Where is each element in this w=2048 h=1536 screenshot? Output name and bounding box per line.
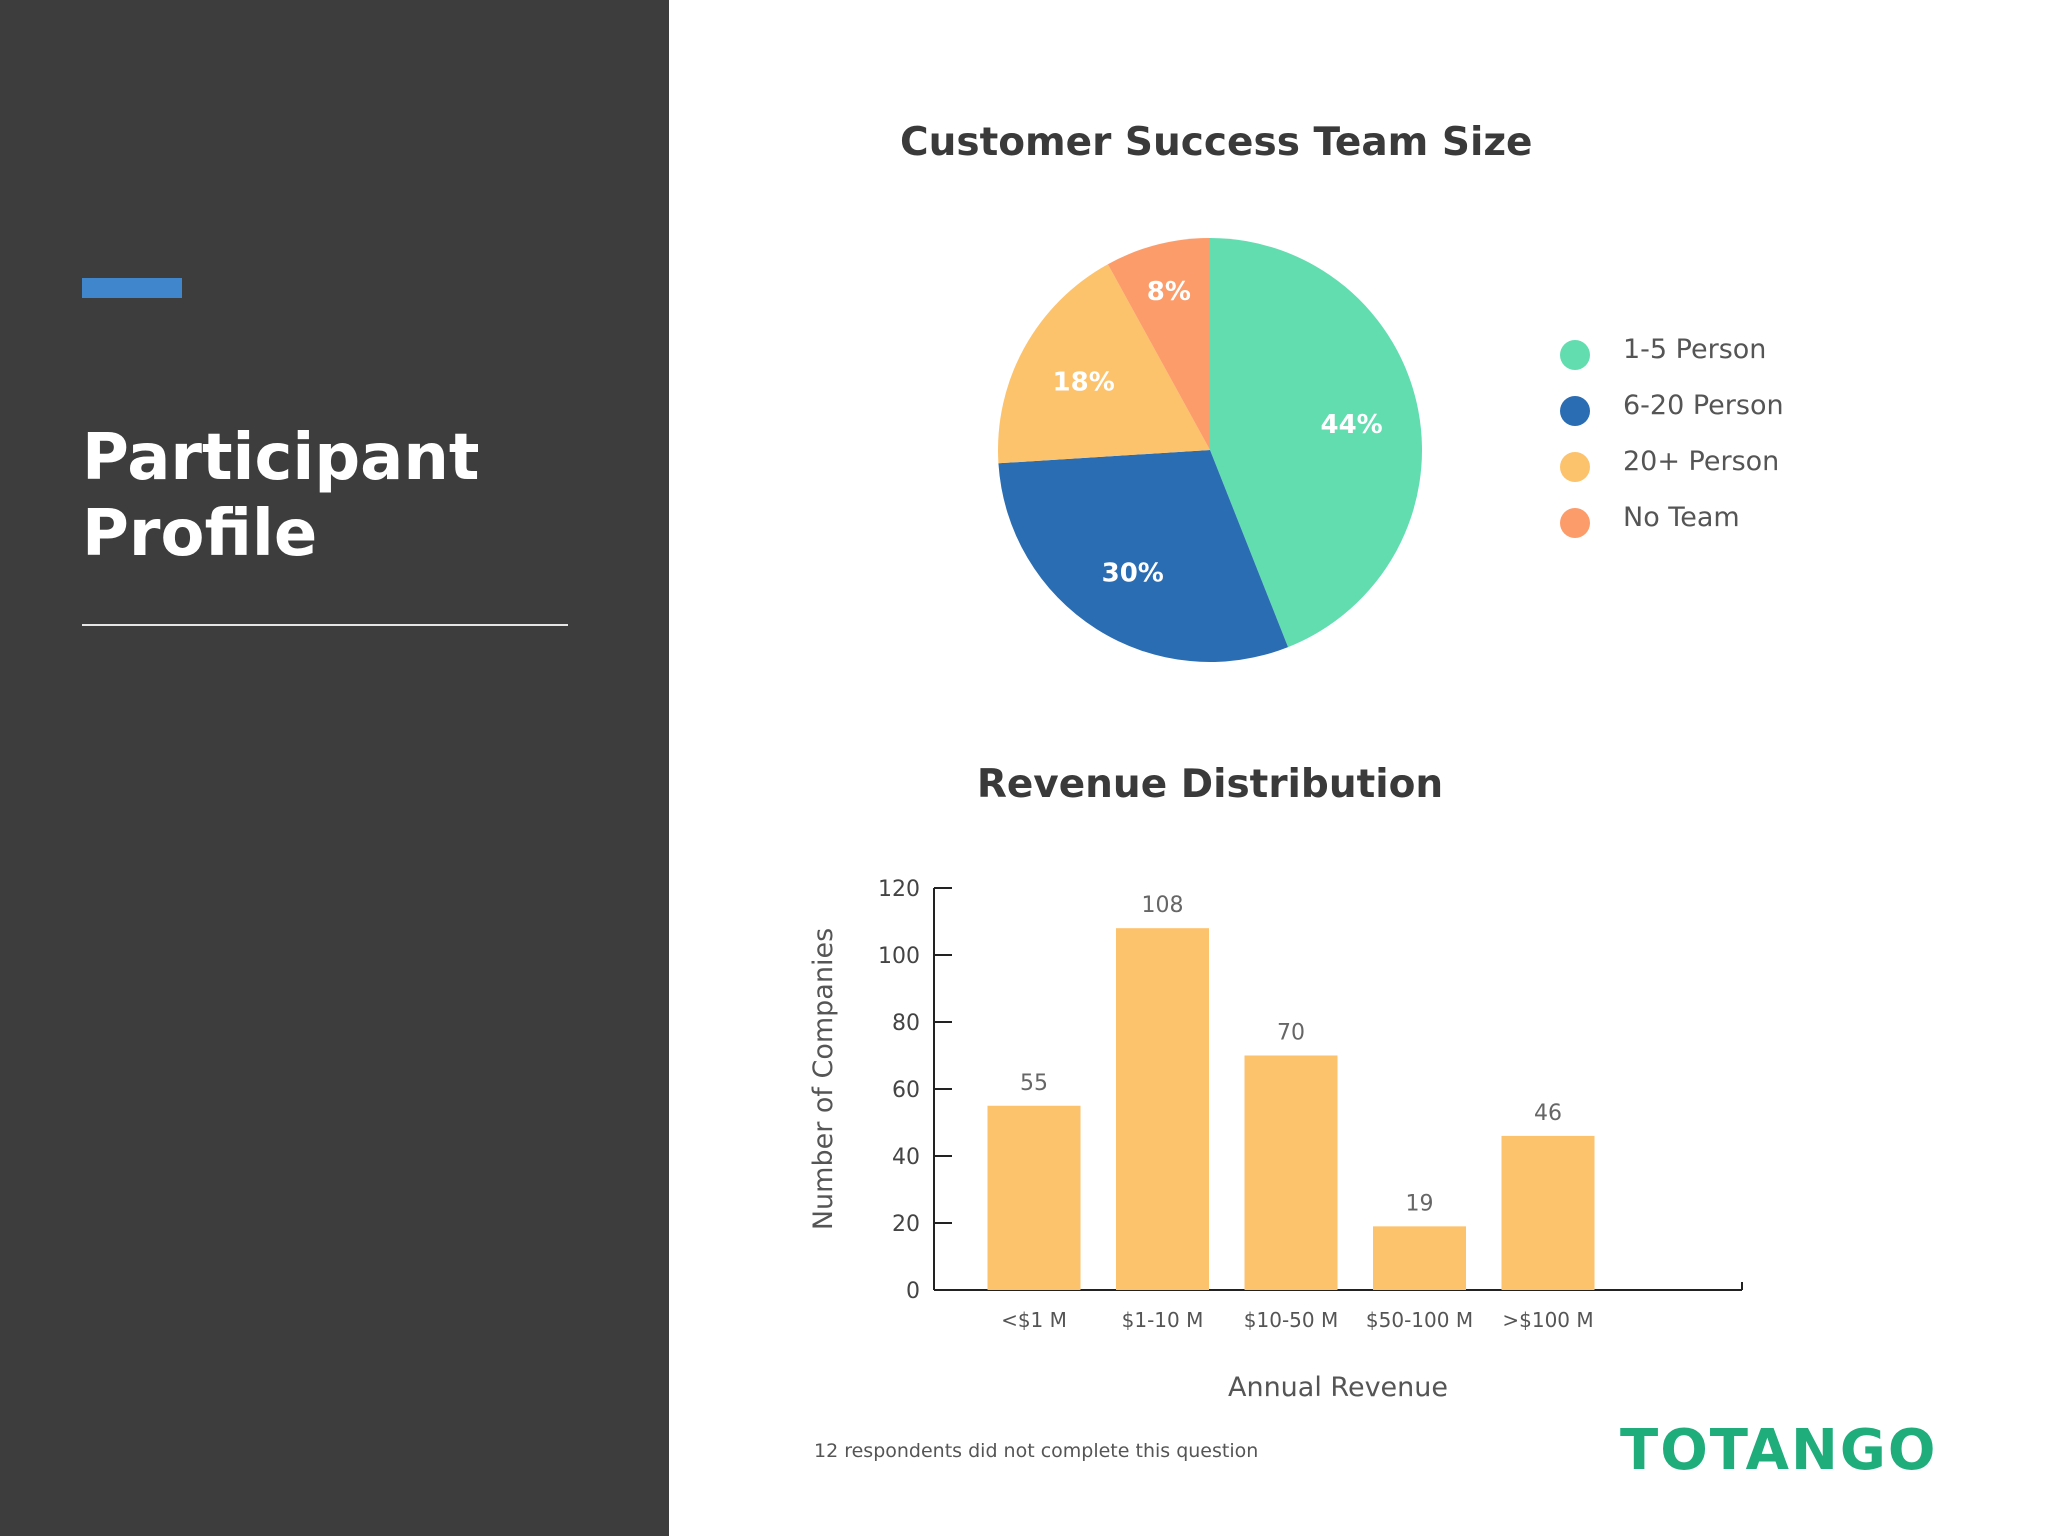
y-tick-label: 20 xyxy=(892,1212,920,1237)
title-divider xyxy=(82,624,568,626)
y-tick-label: 0 xyxy=(906,1279,920,1304)
legend-label: 1-5 Person xyxy=(1623,334,1767,365)
x-axis-title: Annual Revenue xyxy=(1228,1372,1448,1403)
pie-slice xyxy=(998,264,1210,464)
pie-chart-title: Customer Success Team Size xyxy=(900,120,1533,165)
legend-dot-icon xyxy=(1560,452,1590,482)
bar-value-label: 55 xyxy=(1020,1071,1048,1096)
pie-data-label: 44% xyxy=(1320,410,1382,440)
pie-slice xyxy=(998,450,1289,662)
legend-dot-icon xyxy=(1560,508,1590,538)
y-tick-label: 120 xyxy=(878,877,920,902)
footnote: 12 respondents did not complete this que… xyxy=(814,1440,1259,1462)
y-tick-label: 100 xyxy=(878,944,920,969)
x-tick-label: $1-10 M xyxy=(1122,1308,1204,1332)
bar-value-label: 108 xyxy=(1142,893,1184,918)
bar-value-label: 70 xyxy=(1277,1021,1305,1046)
legend-dot-icon xyxy=(1560,396,1590,426)
y-tick-label: 60 xyxy=(892,1078,920,1103)
x-tick-label: $10-50 M xyxy=(1244,1308,1338,1332)
page-title-line2: Profile xyxy=(82,497,318,571)
legend-dot-icon xyxy=(1560,340,1590,370)
page-title: Participant Profile xyxy=(82,420,602,572)
page-title-line1: Participant xyxy=(82,421,480,495)
legend-label: 6-20 Person xyxy=(1623,390,1784,421)
totango-logo: TOTANGO xyxy=(1620,1418,1938,1483)
bar xyxy=(1373,1226,1466,1290)
x-tick-label: >$100 M xyxy=(1502,1308,1593,1332)
sidebar: Participant Profile xyxy=(0,0,669,1536)
bar-value-label: 19 xyxy=(1406,1191,1434,1216)
bar xyxy=(1116,928,1209,1290)
pie-data-label: 18% xyxy=(1053,368,1115,398)
bar xyxy=(1244,1055,1338,1290)
x-tick-label: $50-100 M xyxy=(1366,1308,1473,1332)
x-tick-label: <$1 M xyxy=(1001,1308,1067,1332)
y-tick-label: 80 xyxy=(892,1011,920,1036)
accent-bar xyxy=(82,278,182,298)
y-tick-label: 40 xyxy=(892,1145,920,1170)
bar xyxy=(1501,1135,1595,1290)
legend-label: 20+ Person xyxy=(1623,446,1780,477)
bar-value-label: 46 xyxy=(1534,1101,1562,1126)
bar xyxy=(987,1105,1081,1290)
pie-slice xyxy=(1107,238,1210,450)
pie-chart: 44% 30% 18% 8% xyxy=(998,238,1422,662)
pie-slice xyxy=(1210,238,1422,648)
bar-chart: 0 20 40 60 80 100 120 55 <$1 M 108 $1-10 M 70 $10-50… xyxy=(808,877,1743,1403)
bar-chart-title: Revenue Distribution xyxy=(976,762,1444,807)
pie-data-label: 30% xyxy=(1102,559,1164,589)
legend-label: No Team xyxy=(1623,502,1740,533)
y-axis-title: Number of Companies xyxy=(808,928,839,1230)
pie-data-label: 8% xyxy=(1147,277,1191,307)
